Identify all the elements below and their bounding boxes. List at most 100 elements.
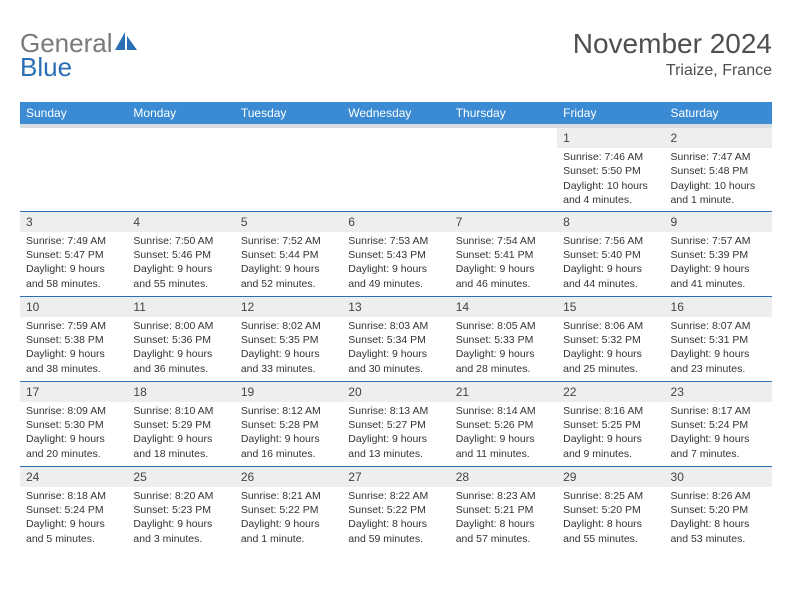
calendar-row: 3Sunrise: 7:49 AMSunset: 5:47 PMDaylight… — [20, 211, 772, 296]
calendar-cell: 6Sunrise: 7:53 AMSunset: 5:43 PMDaylight… — [342, 211, 449, 296]
daylight-text: Daylight: 9 hours and 25 minutes. — [563, 347, 658, 375]
day-number: 10 — [20, 297, 127, 317]
daylight-text: Daylight: 9 hours and 33 minutes. — [241, 347, 336, 375]
day-number: 14 — [450, 297, 557, 317]
sunrise-text: Sunrise: 8:07 AM — [671, 319, 766, 333]
day-number: 1 — [557, 128, 664, 148]
day-details: Sunrise: 8:21 AMSunset: 5:22 PMDaylight:… — [235, 487, 342, 550]
daylight-text: Daylight: 9 hours and 1 minute. — [241, 517, 336, 545]
daylight-text: Daylight: 8 hours and 57 minutes. — [456, 517, 551, 545]
daylight-text: Daylight: 9 hours and 9 minutes. — [563, 432, 658, 460]
calendar-cell: 30Sunrise: 8:26 AMSunset: 5:20 PMDayligh… — [665, 466, 772, 551]
calendar-cell: 12Sunrise: 8:02 AMSunset: 5:35 PMDayligh… — [235, 296, 342, 381]
calendar-cell: 11Sunrise: 8:00 AMSunset: 5:36 PMDayligh… — [127, 296, 234, 381]
day-number: 6 — [342, 212, 449, 232]
sunset-text: Sunset: 5:50 PM — [563, 164, 658, 178]
page-subtitle: Triaize, France — [573, 62, 772, 80]
day-number: 28 — [450, 467, 557, 487]
sunset-text: Sunset: 5:35 PM — [241, 333, 336, 347]
sunrise-text: Sunrise: 8:13 AM — [348, 404, 443, 418]
sunset-text: Sunset: 5:22 PM — [348, 503, 443, 517]
calendar-cell: 8Sunrise: 7:56 AMSunset: 5:40 PMDaylight… — [557, 211, 664, 296]
day-number: 27 — [342, 467, 449, 487]
col-tuesday: Tuesday — [235, 102, 342, 126]
daylight-text: Daylight: 8 hours and 55 minutes. — [563, 517, 658, 545]
day-details: Sunrise: 8:00 AMSunset: 5:36 PMDaylight:… — [127, 317, 234, 380]
calendar-cell: 4Sunrise: 7:50 AMSunset: 5:46 PMDaylight… — [127, 211, 234, 296]
sunrise-text: Sunrise: 8:18 AM — [26, 489, 121, 503]
day-number: 22 — [557, 382, 664, 402]
daylight-text: Daylight: 9 hours and 55 minutes. — [133, 262, 228, 290]
day-number: 8 — [557, 212, 664, 232]
calendar-cell: 20Sunrise: 8:13 AMSunset: 5:27 PMDayligh… — [342, 381, 449, 466]
calendar-cell: 15Sunrise: 8:06 AMSunset: 5:32 PMDayligh… — [557, 296, 664, 381]
sunrise-text: Sunrise: 8:16 AM — [563, 404, 658, 418]
col-monday: Monday — [127, 102, 234, 126]
day-number: 7 — [450, 212, 557, 232]
day-details: Sunrise: 7:53 AMSunset: 5:43 PMDaylight:… — [342, 232, 449, 295]
daylight-text: Daylight: 9 hours and 3 minutes. — [133, 517, 228, 545]
daylight-text: Daylight: 9 hours and 44 minutes. — [563, 262, 658, 290]
day-details: Sunrise: 7:57 AMSunset: 5:39 PMDaylight:… — [665, 232, 772, 295]
sunrise-text: Sunrise: 8:12 AM — [241, 404, 336, 418]
sunrise-text: Sunrise: 7:53 AM — [348, 234, 443, 248]
sunrise-text: Sunrise: 8:03 AM — [348, 319, 443, 333]
day-details: Sunrise: 7:50 AMSunset: 5:46 PMDaylight:… — [127, 232, 234, 295]
daylight-text: Daylight: 8 hours and 53 minutes. — [671, 517, 766, 545]
day-details: Sunrise: 8:20 AMSunset: 5:23 PMDaylight:… — [127, 487, 234, 550]
day-number: 30 — [665, 467, 772, 487]
page-title: November 2024 — [573, 28, 772, 60]
col-friday: Friday — [557, 102, 664, 126]
sunset-text: Sunset: 5:39 PM — [671, 248, 766, 262]
sunset-text: Sunset: 5:34 PM — [348, 333, 443, 347]
sunrise-text: Sunrise: 8:22 AM — [348, 489, 443, 503]
day-number: 18 — [127, 382, 234, 402]
sunrise-text: Sunrise: 7:57 AM — [671, 234, 766, 248]
day-details: Sunrise: 7:54 AMSunset: 5:41 PMDaylight:… — [450, 232, 557, 295]
day-details: Sunrise: 8:10 AMSunset: 5:29 PMDaylight:… — [127, 402, 234, 465]
sunset-text: Sunset: 5:29 PM — [133, 418, 228, 432]
sunrise-text: Sunrise: 8:10 AM — [133, 404, 228, 418]
header-right: November 2024 Triaize, France — [573, 28, 772, 80]
day-number: 29 — [557, 467, 664, 487]
sunset-text: Sunset: 5:24 PM — [26, 503, 121, 517]
logo-text-blue: Blue — [20, 52, 72, 82]
day-details: Sunrise: 8:06 AMSunset: 5:32 PMDaylight:… — [557, 317, 664, 380]
calendar-header: Sunday Monday Tuesday Wednesday Thursday… — [20, 102, 772, 126]
day-number: 5 — [235, 212, 342, 232]
daylight-text: Daylight: 9 hours and 38 minutes. — [26, 347, 121, 375]
sunset-text: Sunset: 5:32 PM — [563, 333, 658, 347]
calendar-cell: 29Sunrise: 8:25 AMSunset: 5:20 PMDayligh… — [557, 466, 664, 551]
sunset-text: Sunset: 5:23 PM — [133, 503, 228, 517]
day-details: Sunrise: 7:59 AMSunset: 5:38 PMDaylight:… — [20, 317, 127, 380]
calendar-cell: 24Sunrise: 8:18 AMSunset: 5:24 PMDayligh… — [20, 466, 127, 551]
sunset-text: Sunset: 5:21 PM — [456, 503, 551, 517]
logo-blue-line: Blue — [20, 52, 72, 83]
sunrise-text: Sunrise: 7:54 AM — [456, 234, 551, 248]
daylight-text: Daylight: 9 hours and 18 minutes. — [133, 432, 228, 460]
sunset-text: Sunset: 5:27 PM — [348, 418, 443, 432]
sunset-text: Sunset: 5:40 PM — [563, 248, 658, 262]
calendar-row: 17Sunrise: 8:09 AMSunset: 5:30 PMDayligh… — [20, 381, 772, 466]
calendar-cell — [450, 126, 557, 211]
day-number: 11 — [127, 297, 234, 317]
sunset-text: Sunset: 5:38 PM — [26, 333, 121, 347]
day-number: 21 — [450, 382, 557, 402]
sunset-text: Sunset: 5:28 PM — [241, 418, 336, 432]
day-details: Sunrise: 8:13 AMSunset: 5:27 PMDaylight:… — [342, 402, 449, 465]
sunset-text: Sunset: 5:25 PM — [563, 418, 658, 432]
daylight-text: Daylight: 9 hours and 49 minutes. — [348, 262, 443, 290]
day-details: Sunrise: 7:52 AMSunset: 5:44 PMDaylight:… — [235, 232, 342, 295]
sunrise-text: Sunrise: 7:49 AM — [26, 234, 121, 248]
calendar-cell: 17Sunrise: 8:09 AMSunset: 5:30 PMDayligh… — [20, 381, 127, 466]
sunset-text: Sunset: 5:22 PM — [241, 503, 336, 517]
calendar-cell: 21Sunrise: 8:14 AMSunset: 5:26 PMDayligh… — [450, 381, 557, 466]
daylight-text: Daylight: 9 hours and 30 minutes. — [348, 347, 443, 375]
daylight-text: Daylight: 9 hours and 28 minutes. — [456, 347, 551, 375]
sunset-text: Sunset: 5:36 PM — [133, 333, 228, 347]
calendar-cell: 16Sunrise: 8:07 AMSunset: 5:31 PMDayligh… — [665, 296, 772, 381]
daylight-text: Daylight: 10 hours and 1 minute. — [671, 179, 766, 207]
day-number: 13 — [342, 297, 449, 317]
sunset-text: Sunset: 5:47 PM — [26, 248, 121, 262]
calendar-cell — [342, 126, 449, 211]
